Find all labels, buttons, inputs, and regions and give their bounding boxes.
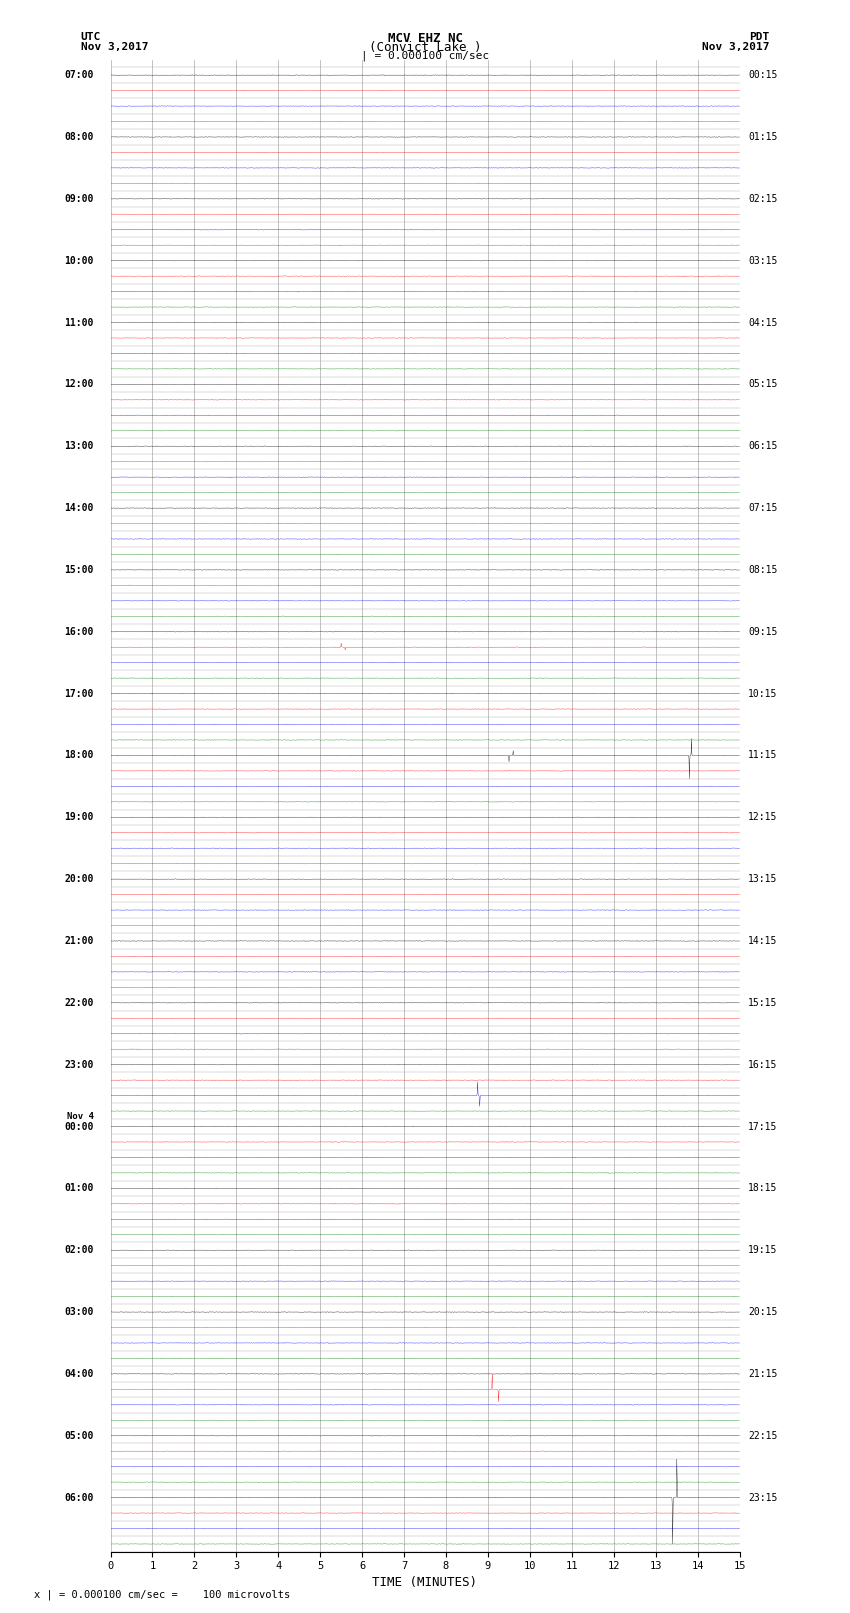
Text: 20:15: 20:15 (748, 1307, 777, 1318)
Text: 07:00: 07:00 (65, 69, 94, 81)
Text: 10:00: 10:00 (65, 256, 94, 266)
Text: 12:00: 12:00 (65, 379, 94, 389)
Text: 01:15: 01:15 (748, 132, 777, 142)
Text: 05:15: 05:15 (748, 379, 777, 389)
Text: 06:15: 06:15 (748, 442, 777, 452)
Text: 04:00: 04:00 (65, 1369, 94, 1379)
Text: UTC: UTC (81, 32, 101, 42)
Text: 12:15: 12:15 (748, 813, 777, 823)
Text: 02:00: 02:00 (65, 1245, 94, 1255)
Text: 13:00: 13:00 (65, 442, 94, 452)
Text: 17:00: 17:00 (65, 689, 94, 698)
Text: Nov 4: Nov 4 (67, 1111, 94, 1121)
Text: 11:15: 11:15 (748, 750, 777, 760)
Text: 04:15: 04:15 (748, 318, 777, 327)
Text: 19:15: 19:15 (748, 1245, 777, 1255)
Text: 21:15: 21:15 (748, 1369, 777, 1379)
Text: 14:00: 14:00 (65, 503, 94, 513)
Text: 18:15: 18:15 (748, 1184, 777, 1194)
Text: | = 0.000100 cm/sec: | = 0.000100 cm/sec (361, 50, 489, 61)
Text: 09:15: 09:15 (748, 627, 777, 637)
Text: 03:00: 03:00 (65, 1307, 94, 1318)
Text: 14:15: 14:15 (748, 936, 777, 945)
Text: 10:15: 10:15 (748, 689, 777, 698)
Text: 18:00: 18:00 (65, 750, 94, 760)
Text: 22:00: 22:00 (65, 998, 94, 1008)
Text: 00:00: 00:00 (65, 1121, 94, 1131)
Text: PDT: PDT (749, 32, 769, 42)
Text: 13:15: 13:15 (748, 874, 777, 884)
Text: 03:15: 03:15 (748, 256, 777, 266)
X-axis label: TIME (MINUTES): TIME (MINUTES) (372, 1576, 478, 1589)
Text: 16:00: 16:00 (65, 627, 94, 637)
Text: 20:00: 20:00 (65, 874, 94, 884)
Text: 02:15: 02:15 (748, 194, 777, 203)
Text: 16:15: 16:15 (748, 1060, 777, 1069)
Text: 08:00: 08:00 (65, 132, 94, 142)
Text: 01:00: 01:00 (65, 1184, 94, 1194)
Text: 19:00: 19:00 (65, 813, 94, 823)
Text: 17:15: 17:15 (748, 1121, 777, 1131)
Text: 05:00: 05:00 (65, 1431, 94, 1440)
Text: 23:15: 23:15 (748, 1492, 777, 1503)
Text: 08:15: 08:15 (748, 565, 777, 574)
Text: 22:15: 22:15 (748, 1431, 777, 1440)
Text: 07:15: 07:15 (748, 503, 777, 513)
Text: 11:00: 11:00 (65, 318, 94, 327)
Text: x | = 0.000100 cm/sec =    100 microvolts: x | = 0.000100 cm/sec = 100 microvolts (34, 1589, 290, 1600)
Text: 23:00: 23:00 (65, 1060, 94, 1069)
Text: 21:00: 21:00 (65, 936, 94, 945)
Text: Nov 3,2017: Nov 3,2017 (702, 42, 769, 52)
Text: 15:15: 15:15 (748, 998, 777, 1008)
Text: 00:15: 00:15 (748, 69, 777, 81)
Text: (Convict Lake ): (Convict Lake ) (369, 40, 481, 55)
Text: 06:00: 06:00 (65, 1492, 94, 1503)
Text: Nov 3,2017: Nov 3,2017 (81, 42, 148, 52)
Text: 15:00: 15:00 (65, 565, 94, 574)
Text: 09:00: 09:00 (65, 194, 94, 203)
Text: MCV EHZ NC: MCV EHZ NC (388, 32, 462, 45)
